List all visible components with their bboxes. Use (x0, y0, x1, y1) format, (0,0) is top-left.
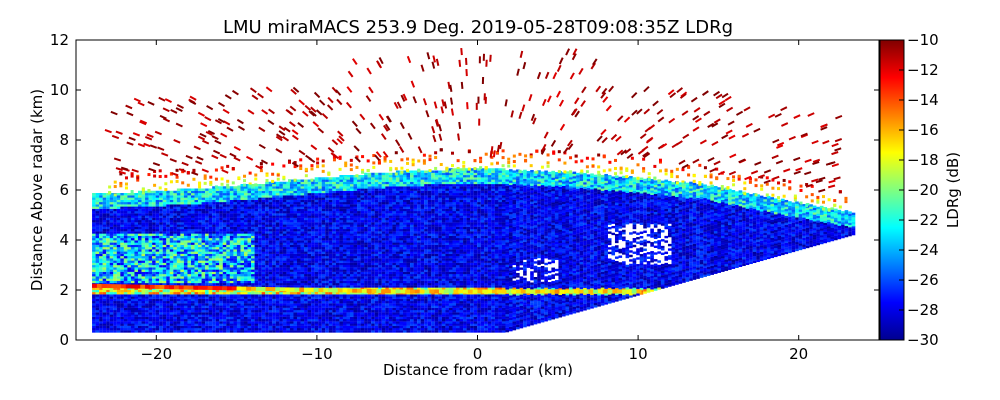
colorbar-tick-label: −28 (907, 301, 939, 319)
colorbar-tick-label: −26 (907, 271, 939, 289)
y-tick-label: 8 (59, 131, 69, 149)
x-tick-label: −10 (301, 345, 333, 363)
colorbar-tick-label: −22 (907, 211, 939, 229)
y-axis-label: Distance Above radar (km) (28, 89, 46, 291)
x-axis-label: Distance from radar (km) (383, 361, 573, 379)
colorbar-axis: −10 −12 −14 −16 −18 −20 −22 −24 −26 −28 −30 (899, 31, 939, 349)
colorbar-tick-label: −14 (907, 91, 939, 109)
colorbar-tick-label: −20 (907, 181, 939, 199)
y-tick-label: 2 (59, 281, 69, 299)
x-tick-label: 10 (629, 345, 648, 363)
x-tick-label: 20 (789, 345, 808, 363)
y-tick-label: 6 (59, 181, 69, 199)
chart-title: LMU miraMACS 253.9 Deg. 2019-05-28T09:08… (223, 17, 733, 38)
x-tick-label: 0 (473, 345, 483, 363)
colorbar-tick-label: −18 (907, 151, 939, 169)
y-tick-label: 4 (59, 231, 69, 249)
colorbar-tick-label: −10 (907, 31, 939, 49)
colorbar-tick-label: −30 (907, 331, 939, 349)
colorbar-tick-label: −16 (907, 121, 939, 139)
x-tick-label: −20 (140, 345, 172, 363)
colorbar-label: LDRg (dB) (944, 152, 962, 228)
y-tick-label: 10 (50, 81, 69, 99)
x-axis: −20 −10 0 10 20 (140, 40, 808, 363)
colorbar-tick-label: −24 (907, 241, 939, 259)
colorbar-tick-label: −12 (907, 61, 939, 79)
y-tick-label: 0 (59, 331, 69, 349)
y-tick-label: 12 (50, 31, 69, 49)
y-axis: 0 2 4 6 8 10 12 (50, 31, 879, 349)
ldr-field (92, 47, 856, 333)
